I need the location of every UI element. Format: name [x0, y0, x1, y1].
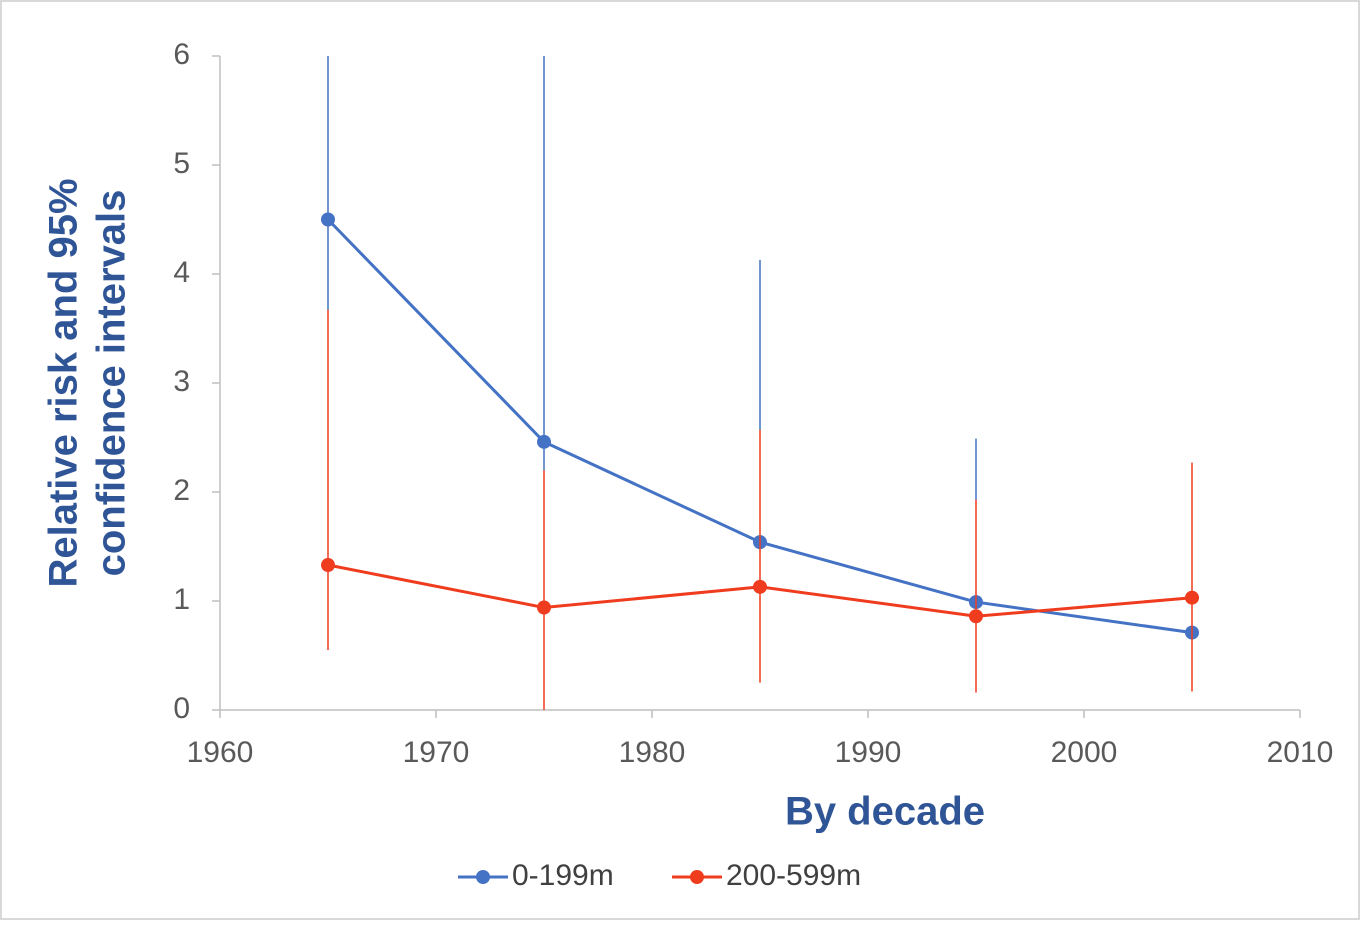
y-tick-label: 2 [173, 474, 190, 507]
point [537, 600, 551, 615]
x-tick-label: 1970 [403, 736, 470, 769]
legend-marker [690, 870, 704, 884]
y-axis-label: Relative risk and 95% confidence interva… [42, 178, 134, 587]
x-tick-label: 1990 [835, 736, 902, 769]
y-tick-label: 0 [173, 692, 190, 725]
x-tick-label: 1980 [619, 736, 686, 769]
y-tick-label: 5 [173, 147, 190, 180]
point [969, 609, 983, 624]
y-axis-label-line: Relative risk and 95% [42, 178, 86, 587]
legend-label: 0-199m [512, 859, 614, 892]
point [537, 434, 551, 449]
x-tick-label: 1960 [187, 736, 254, 769]
y-axis-label-line: confidence intervals [90, 190, 134, 577]
x-tick-label: 2010 [1267, 736, 1334, 769]
x-tick-label: 2000 [1051, 736, 1118, 769]
point [1185, 590, 1199, 605]
point [321, 558, 335, 573]
legend-label: 200-599m [726, 859, 861, 892]
y-tick-label: 4 [173, 256, 190, 289]
point [321, 212, 335, 227]
legend-marker [476, 870, 490, 884]
x-axis-label: By decade [785, 790, 985, 834]
y-tick-label: 1 [173, 583, 190, 616]
y-tick-label: 6 [173, 38, 190, 71]
y-tick-label: 3 [173, 365, 190, 398]
point [753, 579, 767, 594]
